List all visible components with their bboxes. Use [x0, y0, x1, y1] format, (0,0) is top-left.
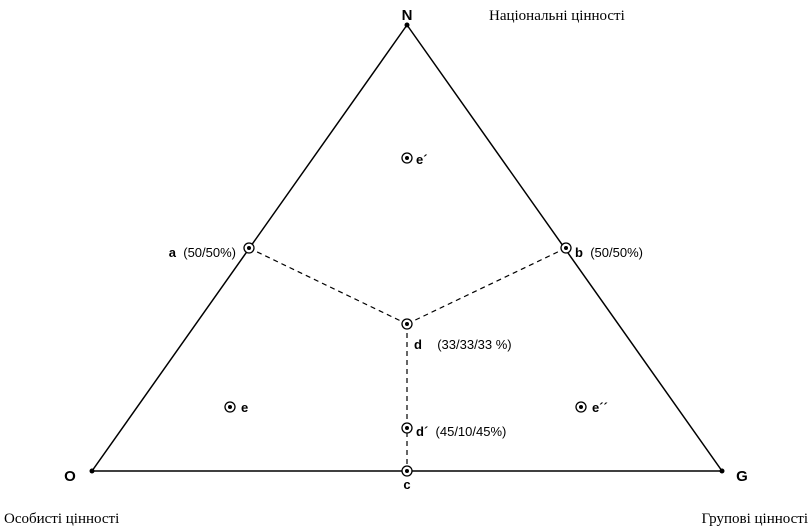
point-c-label: c	[403, 477, 410, 492]
vertex-g-caption: Групові цінності	[701, 511, 808, 527]
point-e-prime-label: e´	[416, 152, 428, 167]
vertex-n-label: N	[402, 7, 413, 24]
point-e-marker	[224, 401, 236, 413]
point-d-label: d (33/33/33 %)	[414, 337, 512, 352]
vertex-g-dot	[719, 468, 725, 474]
vertex-n-caption: Національні цінності	[489, 8, 625, 24]
vertex-g-label: G	[736, 468, 748, 485]
vertex-o-label: O	[64, 468, 76, 485]
point-d-marker	[401, 318, 413, 330]
point-a-label: a (50/50%)	[169, 245, 236, 260]
vertex-o-caption: Особисті цінності	[4, 511, 119, 527]
point-a-marker	[243, 242, 255, 254]
dashed-line-a-d	[248, 247, 408, 325]
point-e-prime-marker	[401, 152, 413, 164]
vertex-o-dot	[89, 468, 95, 474]
dashed-line-b-d	[406, 247, 567, 325]
point-b-marker	[560, 242, 572, 254]
point-e-double-prime-marker	[575, 401, 587, 413]
point-b-label: b (50/50%)	[575, 245, 643, 260]
vertex-n-dot	[404, 22, 410, 28]
point-c-marker	[401, 465, 413, 477]
point-d-prime-label: d´ (45/10/45%)	[416, 424, 506, 439]
point-e-label: e	[241, 400, 248, 415]
point-d-prime-marker	[401, 422, 413, 434]
point-e-double-prime-label: e´´	[592, 400, 608, 415]
